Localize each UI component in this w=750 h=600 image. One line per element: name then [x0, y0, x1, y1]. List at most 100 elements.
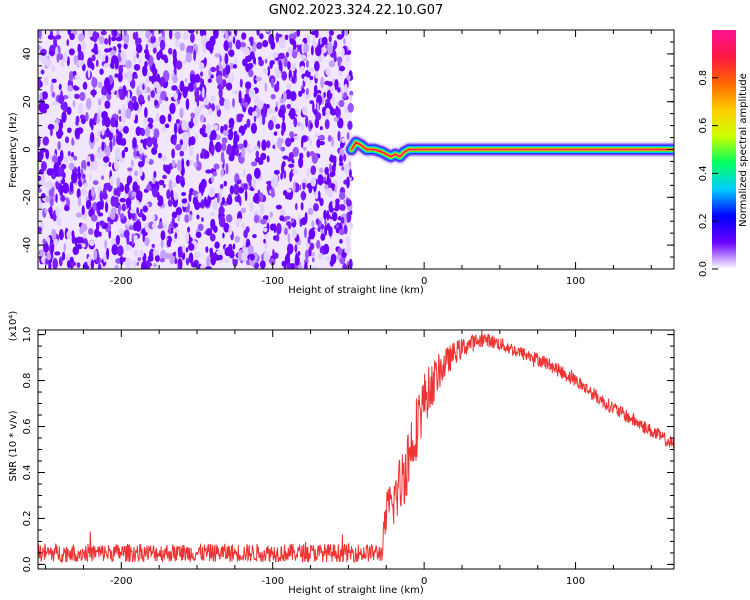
- spectrogram-noise-blob: [133, 234, 138, 241]
- spectrogram-noise-blob: [296, 30, 301, 37]
- spectrogram-noise-blob: [90, 259, 95, 269]
- spectrogram-noise-blob: [59, 149, 64, 161]
- spectrogram-noise-blob: [138, 192, 143, 203]
- spectrogram-noise-blob: [79, 114, 85, 120]
- spectrogram-noise-blob: [221, 196, 225, 205]
- spectrogram-noise-blob: [114, 73, 119, 78]
- spectrogram-noise-blob: [327, 81, 333, 87]
- spectrogram-noise-blob: [66, 56, 70, 67]
- spectrogram-noise-blob: [303, 43, 310, 53]
- spectrogram-noise-blob: [323, 209, 327, 220]
- spectrogram-noise-blob: [144, 237, 150, 247]
- spectrogram-noise-blob: [226, 143, 232, 156]
- spectrogram-noise-blob: [273, 131, 278, 136]
- spectrogram-noise-blob: [124, 146, 129, 153]
- spectrogram-noise-blob: [179, 107, 184, 119]
- spectrogram-noise-blob: [177, 263, 181, 269]
- spectrogram-noise-blob: [119, 213, 125, 220]
- spectrogram-noise-blob: [123, 43, 128, 50]
- spectrogram-noise-blob: [223, 124, 228, 131]
- spectrogram-noise-blob: [289, 90, 297, 102]
- spectrogram-noise-blob: [53, 162, 60, 173]
- spectrogram-noise-blob: [130, 78, 136, 89]
- spectrogram-noise-blob: [202, 87, 205, 99]
- spectrogram-noise-blob: [257, 99, 264, 110]
- spectrogram-noise-blob: [344, 163, 350, 174]
- spectrogram-noise-blob: [339, 142, 344, 148]
- spectrogram-noise-blob: [262, 68, 269, 75]
- spectrogram-noise-blob: [267, 65, 271, 77]
- spectrogram-noise-blob: [136, 37, 142, 45]
- spectrogram-noise-blob: [87, 228, 94, 236]
- spectrogram-noise-blob: [326, 223, 330, 231]
- spectrogram-noise-blob: [262, 40, 269, 48]
- spectrogram-noise-blob: [49, 197, 54, 207]
- spectrogram-noise-blob: [272, 52, 279, 59]
- spectrogram-noise-blob: [184, 78, 188, 83]
- spectrogram-noise-blob: [301, 88, 305, 94]
- snr-x-tick-label: 0: [421, 576, 427, 587]
- spectrogram-noise-blob: [338, 204, 346, 211]
- spectrogram-noise-blob: [101, 118, 106, 127]
- spectrogram-noise-blob: [302, 106, 308, 116]
- spectrogram-noise-blob: [206, 229, 212, 236]
- spectrogram-noise-blob: [346, 74, 351, 81]
- spectrogram-noise-blob: [44, 251, 48, 257]
- spectrogram-noise-blob: [238, 179, 242, 184]
- spectrogram-noise-blob: [338, 69, 343, 76]
- spectrogram-noise-blob: [280, 172, 284, 180]
- spectrogram-noise-blob: [152, 47, 157, 54]
- spectrogram-noise-blob: [213, 163, 220, 170]
- spectrogram-noise-blob: [225, 82, 233, 91]
- spectrogram-noise-blob: [231, 73, 235, 83]
- spectrogram-noise-blob: [259, 260, 266, 269]
- spectrogram-noise-blob: [190, 32, 195, 44]
- spectrogram-noise-blob: [105, 127, 110, 138]
- spectrogram-noise-blob: [223, 98, 231, 110]
- snr-y-axis-label: SNR (10 * v/v): [8, 410, 19, 481]
- spectrogram-noise-blob: [294, 244, 298, 253]
- spectrogram-noise-blob: [188, 252, 194, 264]
- spectrogram-noise-blob: [168, 47, 173, 55]
- spectrogram-noise-blob: [214, 241, 220, 249]
- spectrogram-noise-blob: [77, 33, 85, 42]
- spectrogram-noise-blob: [104, 77, 111, 89]
- spectrogram-noise-blob: [333, 50, 337, 61]
- spectrogram-noise-blob: [208, 68, 212, 78]
- spectrogram-noise-blob: [296, 107, 300, 114]
- figure-title: GN02.2023.324.22.10.G07: [269, 3, 444, 18]
- spectrogram-noise-blob: [66, 106, 72, 115]
- spectrogram-noise-blob: [74, 74, 80, 80]
- spectrogram-noise-blob: [110, 195, 117, 207]
- spectrogram-noise-blob: [219, 55, 222, 63]
- spectrogram-noise-blob: [224, 258, 230, 264]
- spectrogram-noise-blob: [291, 62, 296, 72]
- snr-y-tick-label: 0.2: [22, 510, 33, 526]
- spectrogram-noise-blob: [204, 150, 210, 159]
- spectrogram-noise-blob: [152, 263, 158, 268]
- spectrogram-noise-blob: [131, 233, 135, 246]
- spectrogram-noise-blob: [54, 251, 61, 256]
- spectrogram-noise-blob: [112, 135, 116, 147]
- spectrogram-noise-blob: [145, 30, 151, 39]
- spectrogram-noise-blob: [308, 183, 313, 194]
- spectrogram-noise-blob: [272, 248, 275, 257]
- spectrogram-noise-blob: [259, 192, 264, 202]
- spectrogram-noise-blob: [330, 253, 337, 265]
- spectrogram-noise-blob: [119, 115, 122, 122]
- spectrogram-noise-blob: [265, 30, 270, 33]
- snr-x-tick-label: 100: [566, 576, 585, 587]
- spectrogram-noise-blob: [51, 91, 56, 98]
- spectrogram-noise-blob: [145, 126, 151, 138]
- spectrogram-noise-blob: [295, 203, 298, 211]
- spectrogram-noise-blob: [133, 64, 141, 71]
- spectrogram-noise-blob: [193, 81, 197, 92]
- spectrogram-noise-blob: [164, 252, 171, 260]
- spectrogram-noise-blob: [77, 127, 84, 135]
- spectrogram-noise-blob: [308, 228, 316, 240]
- spectrogram-noise-blob: [115, 134, 123, 146]
- spectrogram-noise-blob: [197, 192, 202, 203]
- spectrogram-noise-blob: [339, 238, 343, 244]
